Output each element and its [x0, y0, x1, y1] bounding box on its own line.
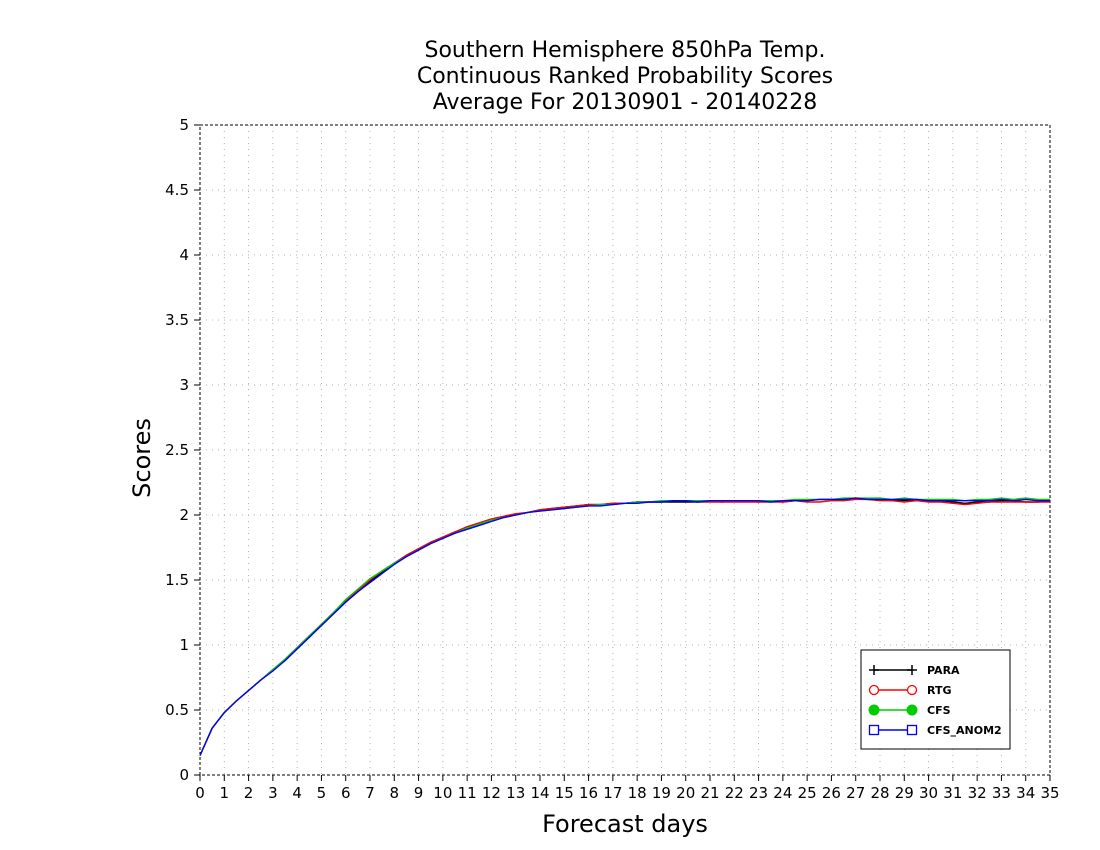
legend: PARA RTG CFS CFS_ANOM2	[860, 649, 1011, 750]
x-tick-label: 17	[603, 784, 622, 802]
x-tick-label: 23	[749, 784, 768, 802]
legend-item: PARA	[869, 664, 960, 677]
y-tick-label: 4.5	[165, 181, 189, 199]
x-tick-label: 2	[244, 784, 254, 802]
x-tick-label: 24	[773, 784, 792, 802]
chart-title-line: Southern Hemisphere 850hPa Temp.	[425, 38, 826, 63]
x-tick-label: 15	[555, 784, 574, 802]
x-tick-label: 4	[292, 784, 302, 802]
x-tick-label: 3	[268, 784, 278, 802]
y-tick-label: 0	[179, 766, 189, 784]
y-tick-label: 1	[179, 636, 189, 654]
y-tick-label: 3	[179, 376, 189, 394]
x-tick-label: 12	[482, 784, 501, 802]
x-tick-label: 5	[317, 784, 327, 802]
legend-marker-circle	[868, 684, 880, 696]
legend-label: CFS	[927, 704, 951, 717]
legend-marker-dot	[906, 704, 918, 716]
legend-marker-square	[906, 724, 918, 736]
chart-title: Southern Hemisphere 850hPa Temp.Continuo…	[417, 38, 833, 115]
legend-item: CFS	[868, 704, 951, 717]
y-tick-label: 3.5	[165, 311, 189, 329]
x-tick-label: 19	[652, 784, 671, 802]
x-tick-label: 34	[1016, 784, 1035, 802]
x-tick-label: 6	[341, 784, 351, 802]
x-tick-label: 31	[943, 784, 962, 802]
x-tick-label: 22	[725, 784, 744, 802]
x-axis-title: Forecast days	[542, 810, 708, 838]
legend-label: CFS_ANOM2	[927, 724, 1002, 737]
legend-marker-circle	[906, 684, 918, 696]
x-tick-label: 7	[365, 784, 375, 802]
legend-box	[860, 649, 1011, 750]
x-tick-label: 10	[433, 784, 452, 802]
x-tick-label: 8	[390, 784, 400, 802]
y-tick-label: 5	[179, 116, 189, 134]
x-tick-label: 20	[676, 784, 695, 802]
x-tick-label: 0	[195, 784, 205, 802]
legend-marker-plus	[907, 665, 917, 675]
x-tick-label: 27	[846, 784, 865, 802]
y-tick-label: 1.5	[165, 571, 189, 589]
x-tick-label: 35	[1040, 784, 1059, 802]
chart-title-line: Continuous Ranked Probability Scores	[417, 64, 833, 89]
x-tick-label: 13	[506, 784, 525, 802]
y-tick-label: 2.5	[165, 441, 189, 459]
x-tick-label: 33	[992, 784, 1011, 802]
x-tick-label: 28	[870, 784, 889, 802]
series-lines	[199, 497, 1051, 756]
legend-label: RTG	[927, 684, 952, 697]
legend-marker-square	[868, 724, 880, 736]
x-tick-label: 14	[530, 784, 549, 802]
y-tick-label: 4	[179, 246, 189, 264]
series-line-cfs-anom2	[199, 497, 1050, 756]
legend-marker-plus	[869, 665, 879, 675]
x-tick-label: 30	[919, 784, 938, 802]
y-axis: 0 0.5 1 1.5 2 2.5 3 3.5 4 4.5 5	[165, 116, 200, 784]
y-tick-label: 2	[179, 506, 189, 524]
chart-title-line: Average For 20130901 - 20140228	[433, 90, 818, 115]
x-tick-label: 25	[798, 784, 817, 802]
x-tick-label: 11	[458, 784, 477, 802]
x-tick-label: 16	[579, 784, 598, 802]
legend-marker-dot	[868, 704, 880, 716]
x-tick-label: 29	[895, 784, 914, 802]
x-axis: 0 1 2 3 4 5 6 7 8 9 10 11 12 13 14 15 16 17 18 19 20 21 22 23 24…	[195, 775, 1060, 802]
x-tick-label: 21	[700, 784, 719, 802]
y-axis-title: Scores	[128, 418, 156, 498]
legend-item: CFS_ANOM2	[868, 724, 1002, 737]
legend-label: PARA	[927, 664, 960, 677]
x-tick-label: 1	[220, 784, 230, 802]
x-tick-label: 32	[968, 784, 987, 802]
legend-item: RTG	[868, 684, 952, 697]
x-tick-label: 18	[628, 784, 647, 802]
y-tick-label: 0.5	[165, 701, 189, 719]
x-tick-label: 9	[414, 784, 424, 802]
x-tick-label: 26	[822, 784, 841, 802]
